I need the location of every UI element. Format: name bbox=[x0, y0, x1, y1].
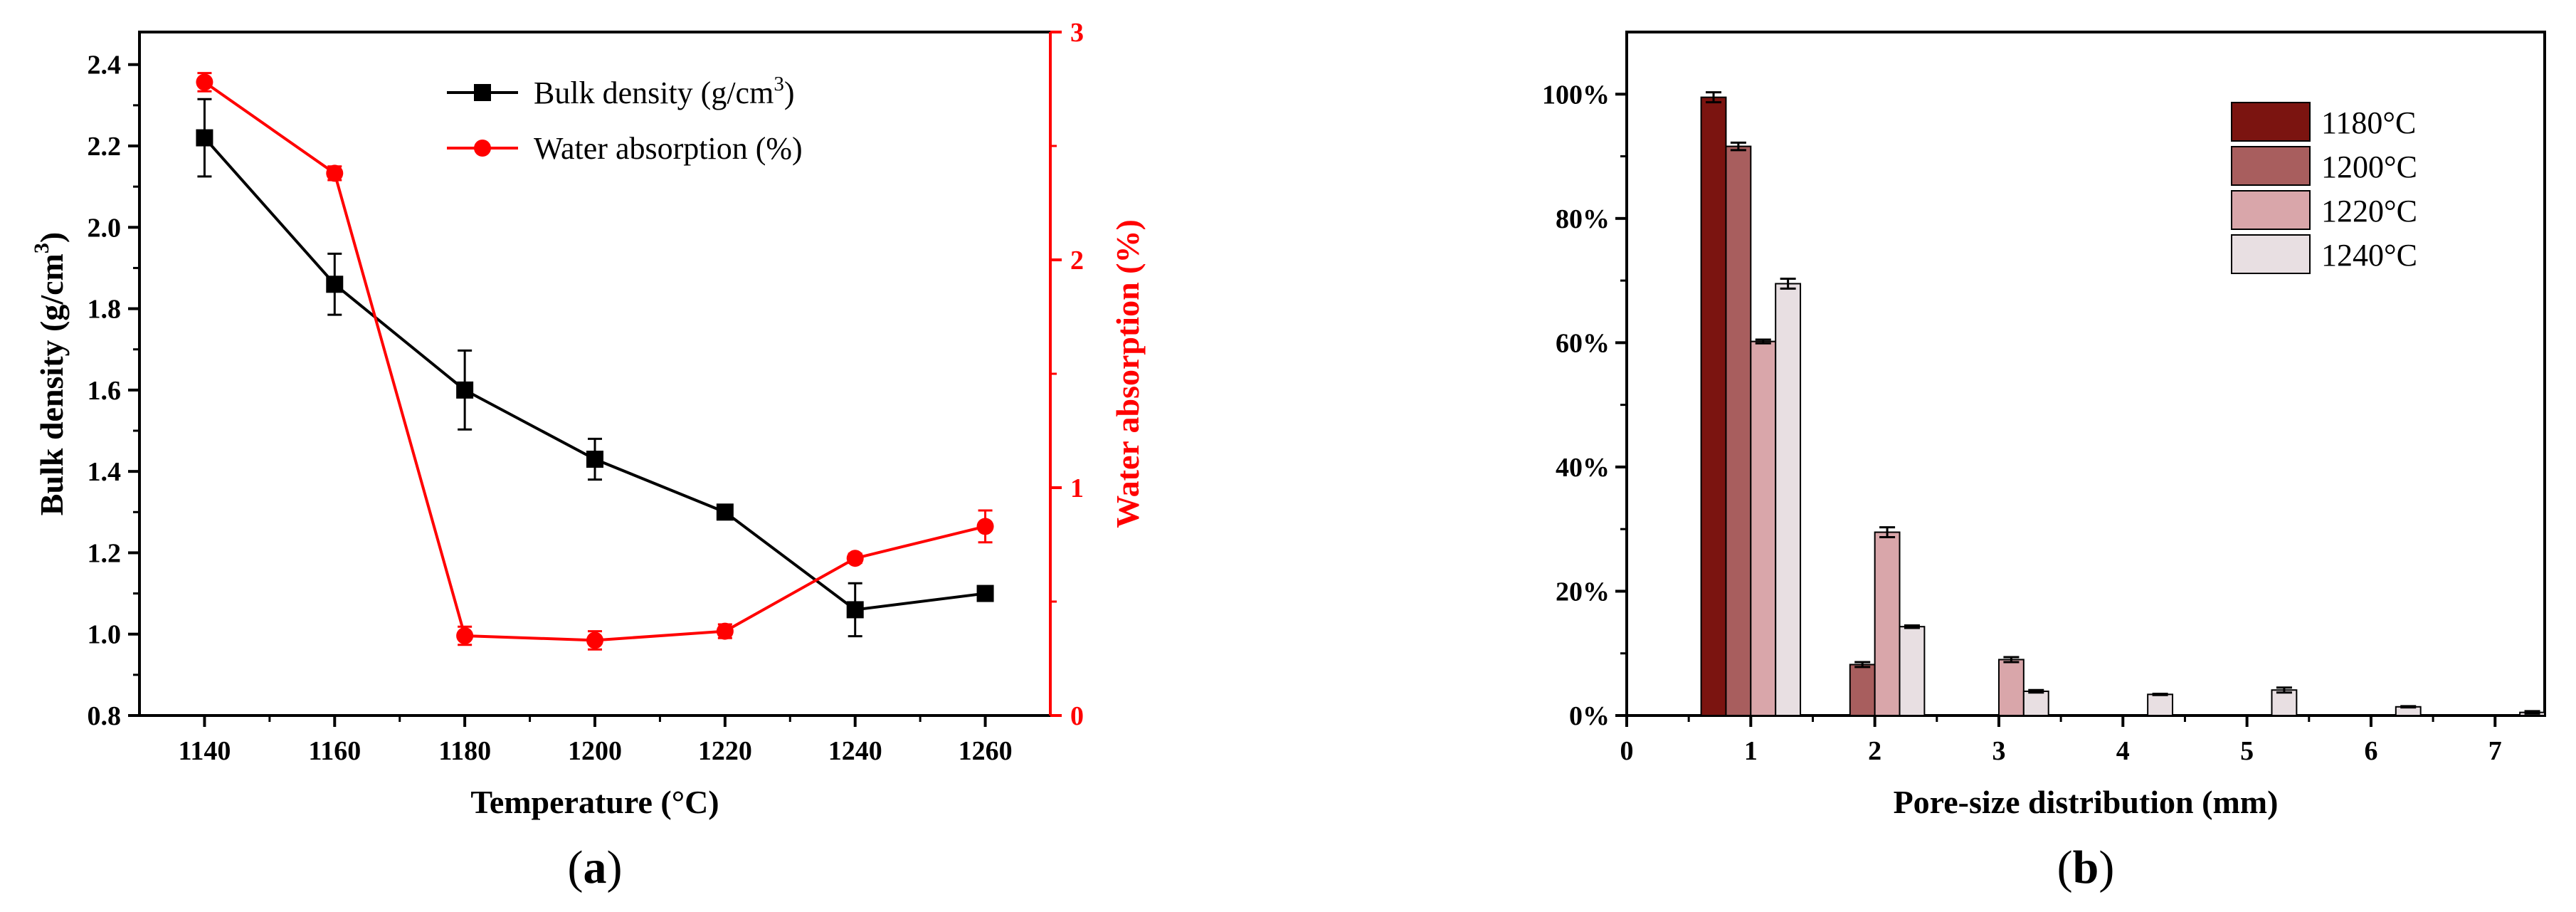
panel-b-x-tick-label: 0 bbox=[1620, 736, 1634, 766]
panel-b-x-tick-label: 5 bbox=[2240, 736, 2254, 766]
bar bbox=[1775, 283, 1802, 717]
bulk-density-point bbox=[976, 585, 994, 602]
panel-a-y-tick-label: 2.0 bbox=[88, 213, 122, 243]
panel-a-x-tick-label: 1160 bbox=[308, 736, 361, 766]
bar bbox=[2147, 693, 2174, 716]
panel-b-frame bbox=[1625, 31, 2546, 717]
panel-a-y-tick-label: 0.8 bbox=[88, 701, 122, 731]
panel-a-x-axis-title: Temperature (°C) bbox=[470, 784, 719, 820]
panel-b-y-tick-label: 80% bbox=[1556, 204, 1610, 234]
panel-a-y-right-tick-label: 0 bbox=[1070, 701, 1084, 731]
legend-b-label: 1220°C bbox=[2321, 194, 2417, 229]
legend-a-label-sup: 3 bbox=[774, 73, 784, 95]
panel-a-x-tick-label: 1140 bbox=[178, 736, 231, 766]
legend-a-label-bulk-density: Bulk density (g/cm3) bbox=[534, 73, 794, 110]
panel-a-y-right-tick-label: 3 bbox=[1070, 18, 1084, 48]
panel-b-x-tick-label: 3 bbox=[1992, 736, 2005, 766]
panel-b-label: (b) bbox=[2057, 842, 2115, 893]
bulk-density-point bbox=[586, 451, 603, 468]
legend-a-marker-square bbox=[474, 84, 491, 101]
legend-b-label: 1200°C bbox=[2321, 150, 2417, 184]
panel-a-y-right-tick-label: 2 bbox=[1070, 246, 1084, 276]
bar bbox=[1725, 145, 1752, 716]
panel-a-y-tick-label: 2.2 bbox=[88, 132, 122, 162]
panel-a-y-right-tick-label: 1 bbox=[1070, 473, 1084, 503]
panel-b-label-close: ) bbox=[2099, 842, 2114, 893]
panel-b: 0 1 2 3 4 5 6 70%20%40%60%80%100% 1180°C1200°C1… bbox=[1542, 31, 2546, 893]
bulk-density-point bbox=[456, 381, 474, 399]
panel-a-y-right-axis-title: Water absorption (%) bbox=[1109, 219, 1146, 528]
panel-b-x-tick-label: 6 bbox=[2364, 736, 2377, 766]
legend-b-swatch bbox=[2231, 102, 2311, 142]
panel-a-x-tick-label: 1240 bbox=[828, 736, 882, 766]
panel-b-x-tick-label: 2 bbox=[1868, 736, 1881, 766]
water-absorption-line bbox=[204, 80, 986, 642]
panel-b-x-axis-title: Pore-size distribution (mm) bbox=[1894, 784, 2279, 820]
panel-b-y-tick-label: 40% bbox=[1556, 453, 1610, 483]
bar bbox=[2022, 690, 2049, 716]
legend-a-label-close: ) bbox=[784, 75, 795, 110]
panel-a-x-tick-label: 1200 bbox=[568, 736, 622, 766]
bulk-density-point bbox=[196, 129, 213, 147]
bar bbox=[1849, 664, 1876, 716]
water-absorption-point bbox=[586, 631, 603, 649]
legend-b-swatch bbox=[2231, 234, 2311, 274]
panel-a-x-tick-label: 1260 bbox=[959, 736, 1013, 766]
bulk-density-point bbox=[716, 503, 734, 521]
panel-a-series-water-absorption bbox=[196, 72, 994, 651]
panel-b-y-tick-label: 20% bbox=[1556, 577, 1610, 607]
panel-a-x-tick-label: 1180 bbox=[438, 736, 491, 766]
panel-a: 1140 1160 1180 1200 1220 1240 1260 0.8 1.0 1.2 1.4… bbox=[30, 18, 1146, 893]
bulk-density-point bbox=[846, 601, 864, 619]
legend-a-marker-circle bbox=[474, 140, 491, 157]
panel-b-legend: 1180°C 1200°C 1220°C 1240°C bbox=[2231, 102, 2417, 274]
water-absorption-point bbox=[846, 550, 864, 567]
panel-a-y-tick-label: 1.2 bbox=[88, 538, 122, 568]
legend-b-swatch bbox=[2231, 146, 2311, 186]
panel-b-y-tick-label: 0% bbox=[1569, 701, 1610, 731]
panel-a-y-tick-label: 1.0 bbox=[88, 620, 122, 650]
panel-b-label-letter: b bbox=[2073, 842, 2099, 893]
water-absorption-point bbox=[456, 627, 474, 644]
panel-b-x-tick-label: 1 bbox=[1744, 736, 1758, 766]
panel-a-label: (a) bbox=[568, 842, 623, 893]
bar bbox=[1899, 626, 1926, 717]
bar bbox=[2271, 689, 2298, 717]
panel-b-ticks: 0 1 2 3 4 5 6 7 0% 20% 40% 60% 80% 100% bbox=[1542, 80, 2502, 766]
panel-a-x-tick-label: 1220 bbox=[698, 736, 752, 766]
legend-b-swatch bbox=[2231, 190, 2311, 230]
panel-a-y-tick-label: 1.8 bbox=[88, 295, 122, 325]
panel-b-y-tick-label: 100% bbox=[1542, 80, 1610, 110]
bar bbox=[1874, 531, 1901, 717]
bar bbox=[1750, 340, 1777, 717]
legend-a-label-water-absorption: Water absorption (%) bbox=[534, 131, 803, 166]
panel-b-y-tick-label: 60% bbox=[1556, 328, 1610, 358]
panel-a-y-tick-label: 1.4 bbox=[88, 457, 122, 487]
bar bbox=[1700, 96, 1727, 717]
panel-a-y-tick-label: 1.6 bbox=[88, 376, 122, 406]
panel-a-series-bulk-density bbox=[196, 98, 994, 638]
panel-b-x-tick-label: 4 bbox=[2116, 736, 2130, 766]
water-absorption-point bbox=[716, 622, 734, 640]
bar bbox=[1997, 659, 2025, 716]
water-absorption-point bbox=[326, 164, 344, 182]
legend-b-label: 1240°C bbox=[2321, 238, 2417, 273]
bulk-density-point bbox=[326, 276, 344, 293]
panel-a-gridlayer: 1140 1160 1180 1200 1220 1240 1260 0.8 1.0 1.2 1.4… bbox=[88, 18, 1084, 766]
panel-a-label-letter: a bbox=[584, 842, 607, 893]
bulk-density-line bbox=[203, 137, 986, 612]
legend-b-label: 1180°C bbox=[2321, 105, 2416, 140]
panel-a-y-axis-title-close: ) bbox=[33, 232, 70, 243]
panel-a-y-tick-label: 2.4 bbox=[88, 51, 122, 80]
water-absorption-point bbox=[976, 518, 994, 535]
panel-a-y-axis-title: Bulk density (g/cm3) bbox=[30, 232, 70, 515]
panel-a-legend: Bulk density (g/cm3) Water absorption (%… bbox=[447, 73, 803, 166]
water-absorption-point bbox=[196, 73, 213, 91]
panel-b-x-tick-label: 7 bbox=[2488, 736, 2502, 766]
panel-b-bars bbox=[1700, 91, 2546, 717]
panel-a-y-axis-title-sup: 3 bbox=[30, 243, 53, 253]
panel-a-label-close: ) bbox=[607, 842, 623, 893]
